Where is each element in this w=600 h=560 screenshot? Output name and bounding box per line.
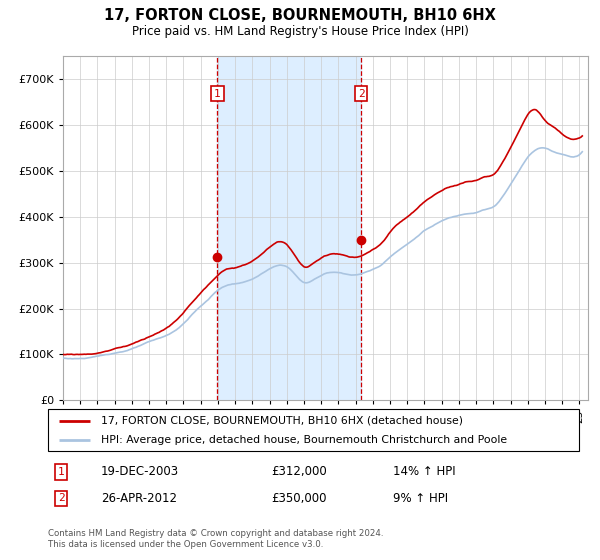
Text: HPI: Average price, detached house, Bournemouth Christchurch and Poole: HPI: Average price, detached house, Bour… xyxy=(101,435,507,445)
Text: 17, FORTON CLOSE, BOURNEMOUTH, BH10 6HX (detached house): 17, FORTON CLOSE, BOURNEMOUTH, BH10 6HX … xyxy=(101,416,463,426)
Text: £312,000: £312,000 xyxy=(271,465,327,478)
FancyBboxPatch shape xyxy=(48,409,579,451)
Text: 1: 1 xyxy=(214,88,221,99)
Text: 1: 1 xyxy=(58,467,65,477)
Text: Contains HM Land Registry data © Crown copyright and database right 2024.
This d: Contains HM Land Registry data © Crown c… xyxy=(48,529,383,549)
Text: 9% ↑ HPI: 9% ↑ HPI xyxy=(393,492,448,505)
Text: 17, FORTON CLOSE, BOURNEMOUTH, BH10 6HX: 17, FORTON CLOSE, BOURNEMOUTH, BH10 6HX xyxy=(104,8,496,24)
Text: 2: 2 xyxy=(58,493,65,503)
Text: 14% ↑ HPI: 14% ↑ HPI xyxy=(393,465,456,478)
Text: Price paid vs. HM Land Registry's House Price Index (HPI): Price paid vs. HM Land Registry's House … xyxy=(131,25,469,38)
Text: 2: 2 xyxy=(358,88,365,99)
Text: 26-APR-2012: 26-APR-2012 xyxy=(101,492,177,505)
Text: £350,000: £350,000 xyxy=(271,492,326,505)
Text: 19-DEC-2003: 19-DEC-2003 xyxy=(101,465,179,478)
Bar xyxy=(217,56,361,400)
